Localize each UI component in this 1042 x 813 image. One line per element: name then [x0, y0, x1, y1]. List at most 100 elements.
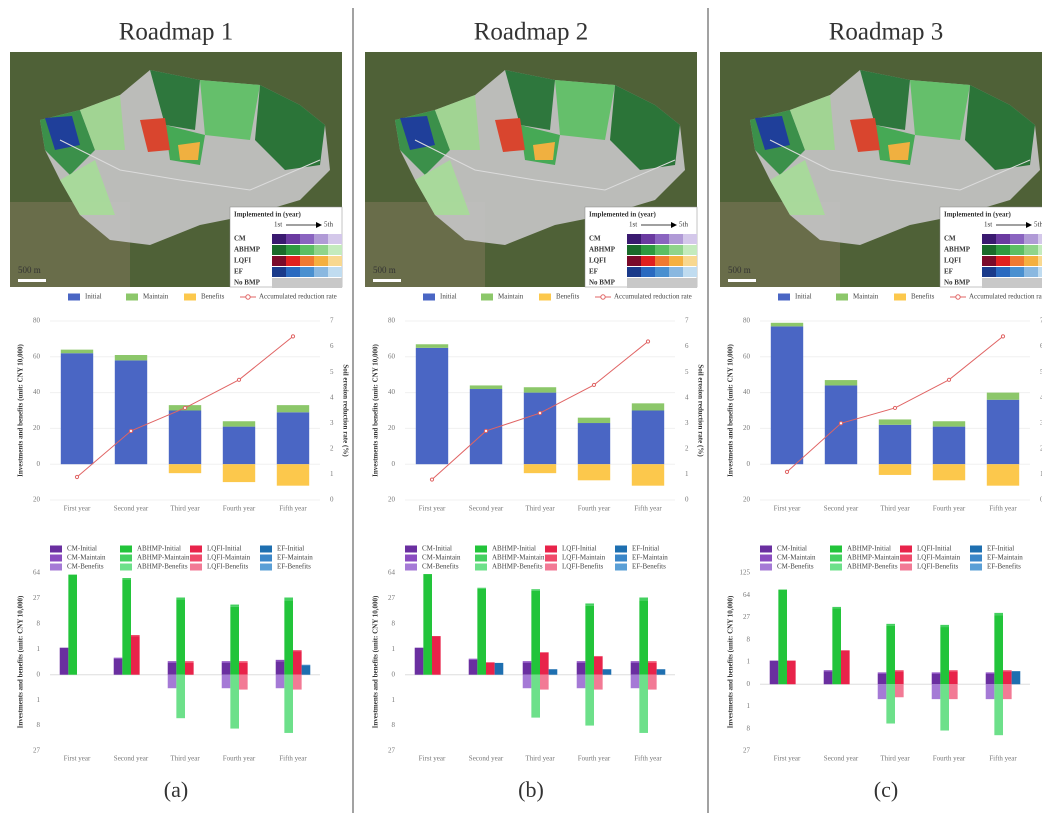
legend-swatch: [50, 546, 62, 553]
bar: [284, 597, 293, 600]
x-tick-label: Fourth year: [223, 505, 256, 513]
map-legend-row: LQFI: [589, 257, 606, 265]
map-zone: [178, 142, 200, 160]
bar: [987, 400, 1019, 464]
bar: [524, 387, 556, 392]
legend-label: LQFI-Maintain: [917, 554, 961, 562]
legend-swatch: [539, 294, 551, 301]
x-tick-label: Third year: [170, 505, 200, 513]
panel-caption: (a): [164, 777, 188, 802]
y-tick-label: 8: [392, 721, 396, 729]
scale-bar: [728, 279, 756, 282]
bar: [631, 663, 640, 675]
line-marker: [646, 340, 649, 343]
y2-tick-label: 2: [330, 444, 334, 452]
map-legend-swatch: [286, 256, 300, 266]
map-legend-swatch: [982, 245, 996, 255]
x-tick-label: Third year: [880, 505, 910, 513]
map-legend-swatch: [1010, 234, 1024, 244]
bar: [415, 648, 424, 675]
bar: [531, 591, 540, 675]
bar: [61, 350, 93, 354]
legend-swatch: [900, 546, 912, 553]
legend-label: EF-Benefits: [632, 563, 666, 571]
map-legend-swatch: [683, 234, 697, 244]
y-axis-title: Investments and benefits (unit: CNY 10,0…: [17, 595, 25, 728]
bar: [293, 650, 302, 651]
bar: [932, 672, 941, 673]
legend-label: CM-Initial: [422, 545, 452, 553]
y-tick-label: 1: [392, 645, 396, 653]
legend-swatch: [126, 294, 138, 301]
legend-swatch: [184, 294, 196, 301]
bar: [577, 675, 586, 689]
y-tick-label: 8: [747, 724, 751, 732]
y2-axis-title: Soil erosion reduction rate (%): [341, 364, 349, 457]
map-legend-swatch: [627, 245, 641, 255]
bar: [524, 464, 556, 473]
legend-swatch: [405, 555, 417, 562]
legend-swatch: [830, 555, 842, 562]
map-legend-swatch: [655, 256, 669, 266]
bar: [632, 464, 664, 485]
y-axis-title: Investments and benefits (unit: CNY 10,0…: [372, 343, 380, 476]
bar: [239, 663, 248, 675]
legend-label: Benefits: [201, 293, 225, 301]
x-tick-label: Fourth year: [578, 505, 611, 513]
legend-swatch: [615, 546, 627, 553]
bar: [578, 423, 610, 464]
y-tick-label: 1: [747, 658, 751, 666]
legend-label: LQFI-Initial: [562, 545, 597, 553]
y-tick-label: 60: [33, 352, 41, 360]
bar: [61, 353, 93, 464]
bar: [632, 411, 664, 465]
panel: Roadmap 3Implemented in (year)1st5thCMAB…: [720, 19, 1042, 802]
map-legend-row: CM: [589, 235, 601, 243]
legend-swatch: [481, 294, 493, 301]
bar: [239, 675, 248, 690]
bar: [230, 607, 239, 675]
map-legend-swatch: [1038, 267, 1042, 277]
bar: [168, 663, 177, 675]
y2-tick-label: 0: [685, 496, 689, 504]
map-legend-swatch: [683, 245, 697, 255]
bar: [771, 326, 803, 464]
bar: [825, 380, 857, 385]
bar: [949, 671, 958, 684]
y-tick-label: 20: [743, 424, 751, 432]
bar: [895, 684, 904, 697]
map-legend-swatch: [300, 256, 314, 266]
legend-swatch: [405, 546, 417, 553]
legend-label: LQFI-Benefits: [207, 563, 248, 571]
x-tick-label: Fifth year: [634, 505, 662, 513]
legend-swatch: [778, 294, 790, 301]
y-tick-label: 27: [33, 747, 41, 755]
map-legend-swatch: [655, 234, 669, 244]
legend-swatch: [120, 555, 132, 562]
panel-title: Roadmap 1: [119, 19, 234, 46]
legend-label: ABHMP-Initial: [492, 545, 536, 553]
y-tick-label: 8: [37, 721, 41, 729]
x-tick-label: Fifth year: [634, 755, 662, 763]
map-legend-swatch: [272, 256, 286, 266]
bar: [60, 648, 69, 675]
map-legend-title: Implemented in (year): [234, 211, 302, 219]
bar: [230, 675, 239, 729]
bar: [423, 574, 432, 675]
bar: [114, 659, 123, 675]
y-tick-label: 40: [33, 388, 41, 396]
legend-label: EF-Initial: [987, 545, 1014, 553]
map-legend-swatch: [1024, 256, 1038, 266]
legend-label: CM-Maintain: [67, 554, 106, 562]
bar: [276, 661, 285, 675]
legend-label: LQFI-Benefits: [917, 563, 958, 571]
legend-label: LQFI-Maintain: [207, 554, 251, 562]
y-tick-label: 0: [747, 460, 751, 468]
map-legend-swatch: [314, 267, 328, 277]
bar: [878, 672, 887, 673]
map-legend-swatch: [996, 245, 1010, 255]
map-legend-to: 5th: [679, 221, 688, 229]
y2-tick-label: 7: [685, 317, 689, 325]
map-legend-title: Implemented in (year): [589, 211, 657, 219]
y-tick-label: 8: [392, 619, 396, 627]
